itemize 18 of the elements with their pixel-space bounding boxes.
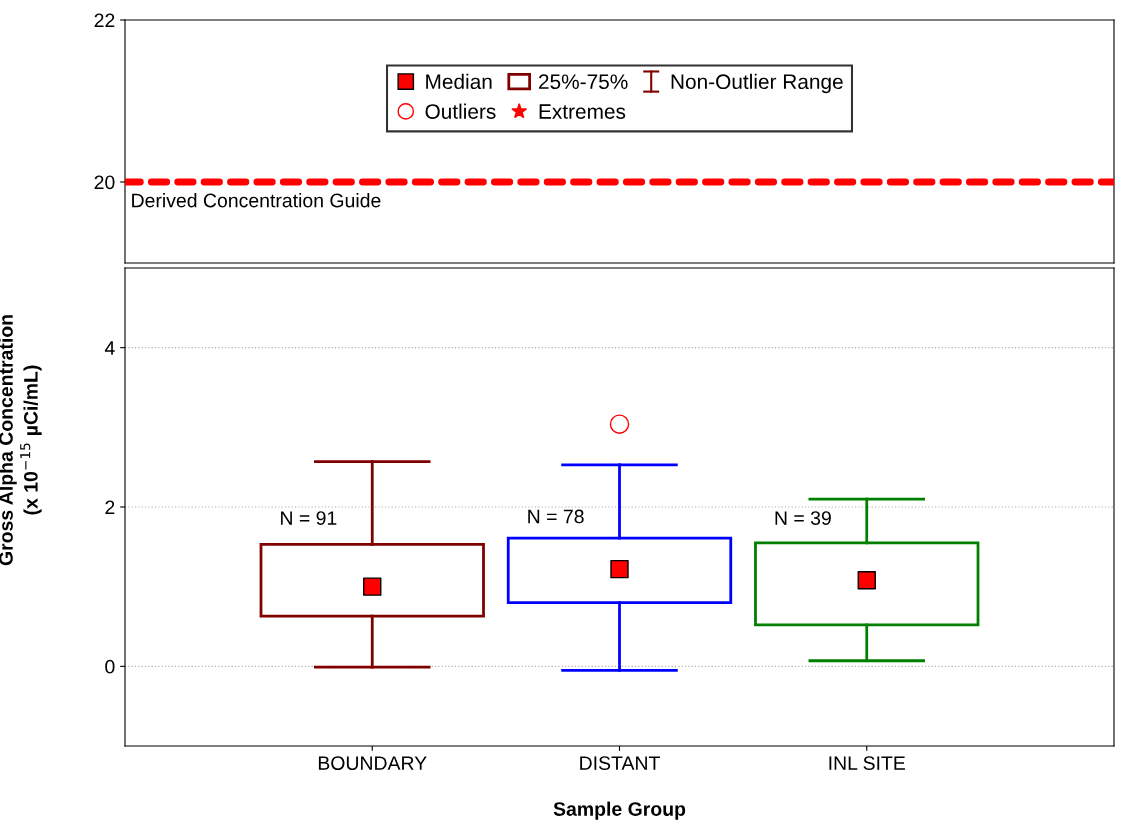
x-tick-label: INL SITE [829, 756, 905, 770]
legend-label: 25%-75% [539, 74, 628, 90]
ref-line-label: Derived Concentration Guide [132, 193, 381, 208]
x-tick-label: DISTANT [580, 756, 660, 770]
annotation: N = 91 [281, 511, 337, 525]
legend-label: Outliers [425, 103, 496, 119]
annotation: N = 39 [775, 511, 831, 525]
annotation: N = 78 [528, 509, 584, 524]
legend-label: Median [426, 73, 492, 90]
y-tick-label: 0 [105, 659, 115, 674]
x-tick-label: BOUNDARY [318, 756, 427, 770]
y-tick-label: 4 [104, 341, 115, 355]
legend-label: Extremes [539, 104, 626, 119]
x-axis-title: Sample Group [553, 801, 686, 820]
y-tick-label: 2 [105, 500, 115, 515]
y-tick-label: 22 [94, 13, 115, 28]
y-tick-label: 20 [94, 175, 115, 190]
legend-label: Non-Outlier Range [671, 73, 843, 94]
